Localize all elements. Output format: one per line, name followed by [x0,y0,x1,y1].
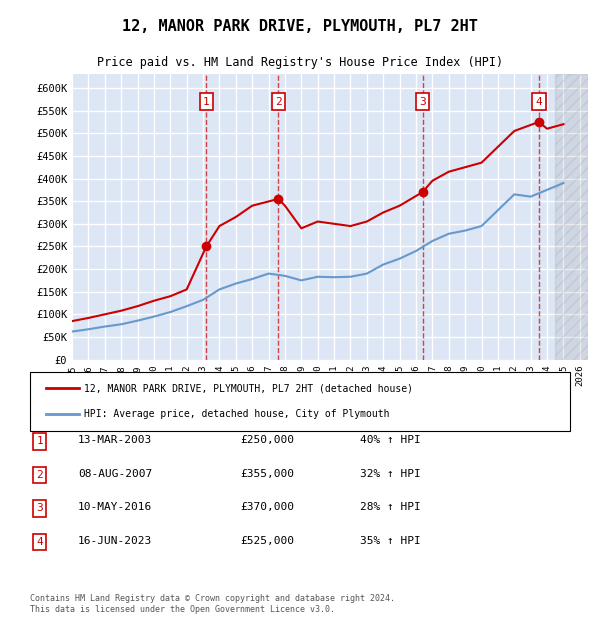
Text: 16-JUN-2023: 16-JUN-2023 [78,536,152,546]
Bar [555,74,588,360]
Text: 10-MAY-2016: 10-MAY-2016 [78,502,152,512]
Text: 3: 3 [36,503,43,513]
Text: 3: 3 [419,97,426,107]
Text: 28% ↑ HPI: 28% ↑ HPI [360,502,421,512]
Text: £370,000: £370,000 [240,502,294,512]
Text: 1: 1 [203,97,209,107]
Text: 2: 2 [36,470,43,480]
Text: HPI: Average price, detached house, City of Plymouth: HPI: Average price, detached house, City… [84,409,389,419]
Text: Price paid vs. HM Land Registry's House Price Index (HPI): Price paid vs. HM Land Registry's House … [97,56,503,69]
Text: 4: 4 [535,97,542,107]
Text: 4: 4 [36,537,43,547]
Text: Contains HM Land Registry data © Crown copyright and database right 2024.
This d: Contains HM Land Registry data © Crown c… [30,595,395,614]
Text: 35% ↑ HPI: 35% ↑ HPI [360,536,421,546]
Text: £355,000: £355,000 [240,469,294,479]
Text: £525,000: £525,000 [240,536,294,546]
Text: 32% ↑ HPI: 32% ↑ HPI [360,469,421,479]
Text: 40% ↑ HPI: 40% ↑ HPI [360,435,421,445]
Text: 1: 1 [36,436,43,446]
Text: 12, MANOR PARK DRIVE, PLYMOUTH, PL7 2HT (detached house): 12, MANOR PARK DRIVE, PLYMOUTH, PL7 2HT … [84,384,413,394]
Text: 13-MAR-2003: 13-MAR-2003 [78,435,152,445]
Text: 12, MANOR PARK DRIVE, PLYMOUTH, PL7 2HT: 12, MANOR PARK DRIVE, PLYMOUTH, PL7 2HT [122,19,478,33]
Text: £250,000: £250,000 [240,435,294,445]
Text: 08-AUG-2007: 08-AUG-2007 [78,469,152,479]
FancyBboxPatch shape [30,372,570,431]
Text: 2: 2 [275,97,282,107]
